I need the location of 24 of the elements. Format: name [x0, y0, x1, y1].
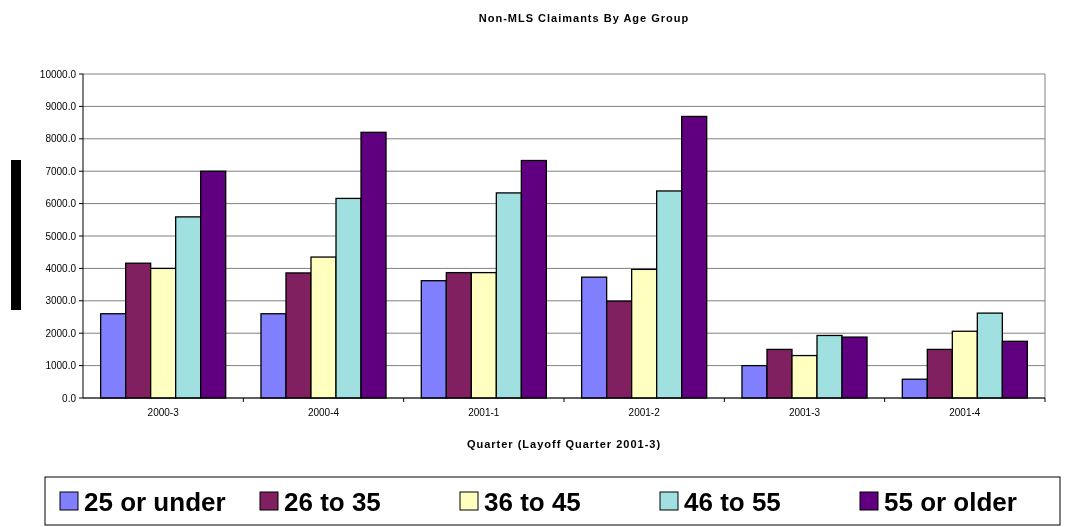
- legend-label: 55 or older: [884, 487, 1017, 517]
- y-tick-label: 10000.0: [39, 68, 77, 80]
- y-tick-label: 3000.0: [45, 295, 77, 307]
- y-tick-label: 9000.0: [45, 100, 77, 112]
- y-tick-label: 6000.0: [45, 198, 77, 210]
- legend-label: 46 to 55: [684, 487, 781, 517]
- y-tick-label: 1000.0: [45, 360, 77, 372]
- legend-label: 36 to 45: [484, 487, 581, 517]
- legend-label: 26 to 35: [284, 487, 381, 517]
- x-tick-label: 2001-4: [949, 407, 981, 418]
- x-tick-label: 2000-4: [307, 407, 340, 418]
- legend-label: 25 or under: [84, 487, 226, 517]
- y-tick-label: 7000.0: [45, 165, 77, 177]
- x-tick-label: 2001-2: [628, 407, 661, 418]
- x-tick-label: 2001-1: [468, 407, 500, 418]
- y-tick-label: 0.0: [62, 392, 77, 404]
- y-tick-label: 8000.0: [45, 133, 77, 145]
- x-tick-label: 2001-3: [788, 407, 821, 418]
- y-tick-label: 2000.0: [45, 327, 77, 339]
- y-tick-label: 5000.0: [45, 230, 77, 242]
- x-tick-label: 2000-3: [147, 407, 180, 418]
- x-axis-title: Quarter (Layoff Quarter 2001-3): [466, 438, 662, 450]
- chart-title: Non-MLS Claimants By Age Group: [478, 12, 690, 24]
- y-tick-label: 4000.0: [45, 262, 77, 274]
